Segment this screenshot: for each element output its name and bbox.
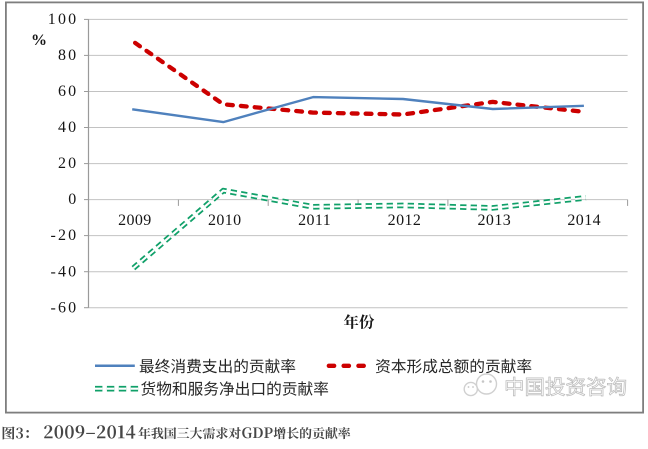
svg-text:2010: 2010 [208,212,242,229]
svg-text:2009: 2009 [118,212,152,229]
svg-text:2011: 2011 [298,212,331,229]
svg-text:80: 80 [58,47,78,64]
svg-text:2013: 2013 [478,212,512,229]
svg-text:2014: 2014 [567,212,601,229]
svg-text:40: 40 [58,119,78,136]
svg-text:2012: 2012 [388,212,422,229]
svg-text:100: 100 [48,11,79,28]
svg-text:-60: -60 [50,299,78,316]
svg-text:%: % [31,32,47,49]
svg-text:0: 0 [68,191,78,208]
svg-text:-40: -40 [50,263,78,280]
svg-text:60: 60 [58,83,78,100]
svg-text:-20: -20 [50,227,78,244]
svg-text:20: 20 [58,155,78,172]
